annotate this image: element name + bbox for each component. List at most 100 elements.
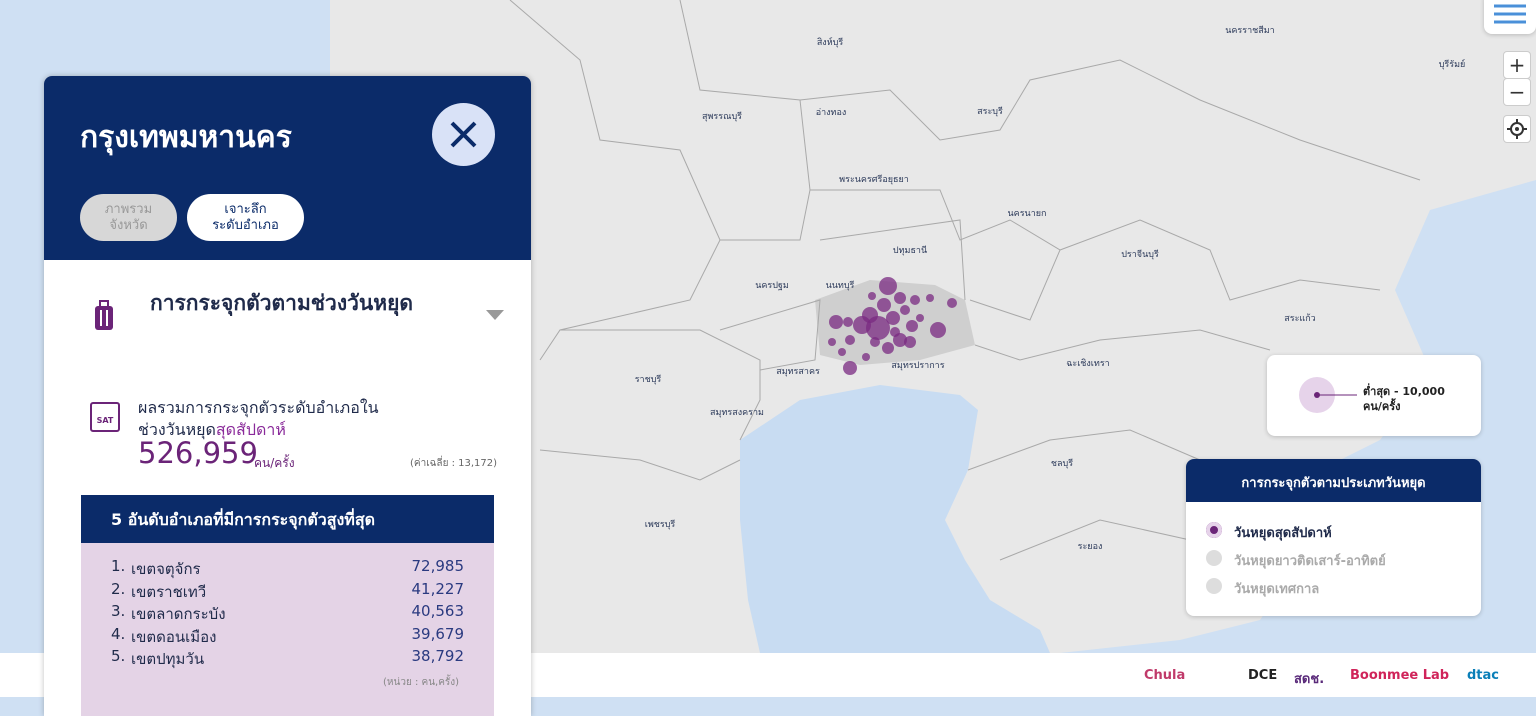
province-label: ชลบุรี [1051, 458, 1073, 469]
close-button[interactable] [432, 103, 495, 166]
bubble [904, 336, 916, 348]
top5-box: 5 อันดับอำเภอที่มีการกระจุกตัวสูงที่สุด … [81, 495, 494, 716]
holiday-option[interactable]: วันหยุดสุดสัปดาห์ [1234, 526, 1332, 541]
district-name: เขตลาดกระบัง [131, 605, 226, 623]
province-label: สระบุรี [977, 106, 1003, 117]
summary-text: ช่วงวันหยุด [138, 420, 216, 439]
province-label: นนทบุรี [826, 280, 855, 291]
size-legend: ต่ำสุด - 10,000 คน/ครั้ง [1267, 355, 1481, 436]
bubble [930, 322, 946, 338]
bubble [868, 292, 876, 300]
bubble [916, 314, 924, 322]
district-value: 39,679 [411, 624, 465, 643]
footer-logo: Boonmee Lab [1350, 668, 1450, 683]
footer-logo: dtac [1467, 668, 1499, 683]
bubble [866, 316, 890, 340]
footer-logo: สดช. [1294, 672, 1325, 687]
panel-title: กรุงเทพมหานคร [80, 120, 292, 155]
tab-district[interactable]: เจาะลึก ระดับอำเภอ [187, 194, 304, 241]
tab-text: ระดับอำเภอ [212, 218, 279, 233]
district-name: เขตปทุมวัน [131, 650, 205, 668]
rank: 3. [111, 602, 126, 620]
district-name: เขตราชเทวี [131, 582, 207, 601]
top5-title: 5 อันดับอำเภอที่มีการกระจุกตัวสูงที่สุด [81, 495, 494, 543]
province-label: สมุทรสาคร [776, 367, 820, 377]
province-label: บุรีรัมย์ [1439, 58, 1466, 70]
tab-province[interactable]: ภาพรวม จังหวัด [80, 194, 177, 241]
locate-icon [1507, 119, 1527, 139]
size-legend-unit: คน/ครั้ง [1363, 400, 1401, 413]
province-label: ปทุมธานี [893, 245, 927, 256]
luggage-icon [95, 300, 113, 330]
district-value: 72,985 [411, 557, 465, 575]
bubble [843, 317, 853, 327]
section-title: การกระจุกตัวตามช่วงวันหยุด [150, 291, 414, 315]
bubble [862, 353, 870, 361]
province-label: สมุทรสงคราม [710, 408, 764, 418]
size-legend-label: ต่ำสุด - 10,000 [1363, 385, 1445, 398]
summary-highlight: สุดสัปดาห์ [215, 420, 286, 439]
province-label: สระแก้ว [1284, 313, 1315, 324]
borders [509, 0, 1421, 561]
bubble [828, 338, 836, 346]
footer-logo: Chula [1144, 668, 1186, 683]
district-value: 40,563 [411, 602, 465, 620]
panel-header: กรุงเทพมหานคร ภาพรวม จังหวัด เจาะลึก ระดับ… [44, 76, 531, 260]
bubble [882, 342, 894, 354]
holiday-option[interactable]: วันหยุดยาวติดเสาร์-อาทิตย์ [1234, 554, 1386, 569]
footer-logo: DCE [1248, 668, 1278, 683]
tab-text: เจาะลึก [224, 202, 267, 217]
district-name: เขตจตุจักร [131, 560, 201, 578]
bubble [926, 294, 934, 302]
bubble [906, 320, 918, 332]
district-value: 41,227 [411, 579, 465, 598]
bubble [843, 361, 857, 375]
province-label: สิงห์บุรี [817, 36, 844, 48]
province-label: ฉะเชิงเทรา [1066, 358, 1109, 369]
radio[interactable] [1206, 522, 1222, 538]
province-label: พระนครศรีอยุธยา [839, 174, 909, 185]
summary-average: (ค่าเฉลี่ย : 13,172) [410, 458, 498, 469]
summary-line: ผลรวมการกระจุกตัวระดับอำเภอใน [138, 398, 379, 417]
locate-button[interactable] [1503, 115, 1531, 143]
bubble [838, 348, 846, 356]
rank: 2. [111, 579, 126, 598]
province-label: สุพรรณบุรี [702, 111, 742, 122]
dropdown-arrow[interactable] [486, 310, 504, 322]
menu-icon [1494, 4, 1526, 24]
holiday-option[interactable]: วันหยุดเทศกาล [1234, 582, 1320, 597]
district-name: เขตดอนเมือง [131, 627, 217, 646]
zoom-out[interactable]: − [1503, 78, 1531, 106]
info-panel: กรุงเทพมหานคร ภาพรวม จังหวัด เจาะลึก ระดับ… [44, 76, 531, 716]
summary-unit: คน/ครั้ง [254, 456, 295, 470]
zoom-in[interactable]: + [1503, 51, 1531, 79]
summary-total: 526,959 [138, 436, 258, 470]
bubble [894, 292, 906, 304]
radio[interactable] [1206, 578, 1222, 594]
holiday-legend-title: การกระจุกตัวตามประเภทวันหยุด [1186, 459, 1481, 502]
province-label: ราชบุรี [635, 374, 662, 385]
bubbles [828, 277, 957, 375]
radio[interactable] [1206, 550, 1222, 566]
bubble [947, 298, 957, 308]
top5-note: (หน่วย : คน,ครั้ง) [383, 677, 460, 688]
province-label: อ่างทอง [816, 108, 847, 118]
rank: 4. [111, 624, 126, 643]
bubble [877, 298, 891, 312]
province-label: นครราชสีมา [1225, 25, 1274, 36]
province-label: เพชรบุรี [645, 519, 676, 530]
province-label: นครนายก [1008, 209, 1047, 219]
rank: 1. [111, 557, 126, 575]
bubble [890, 327, 900, 337]
tab-text: ภาพรวม [104, 202, 153, 217]
bubble [829, 315, 843, 329]
province-label: สมุทรปราการ [891, 361, 944, 371]
bubble [886, 311, 900, 325]
rank: 5. [111, 647, 126, 665]
gulf [740, 385, 1050, 653]
province-label: ปราจีนบุรี [1121, 249, 1159, 260]
menu-button[interactable] [1484, 0, 1536, 34]
calendar-icon: SAT [90, 402, 120, 432]
bubble [910, 295, 920, 305]
